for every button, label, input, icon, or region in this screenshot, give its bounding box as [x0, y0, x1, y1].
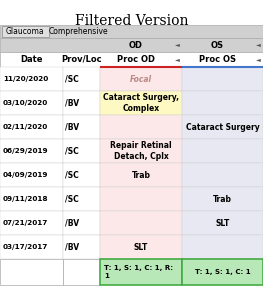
Bar	[0, 139, 63, 163]
Bar	[182, 259, 263, 285]
Bar	[182, 91, 263, 115]
Bar	[100, 163, 182, 187]
Text: OS: OS	[211, 40, 224, 50]
Text: ◄: ◄	[175, 43, 179, 47]
Bar	[100, 259, 182, 285]
Bar	[182, 187, 263, 211]
Text: /SC: /SC	[65, 146, 79, 155]
Bar	[100, 67, 182, 91]
Bar	[0, 25, 263, 38]
Bar	[63, 235, 100, 259]
Text: ◄: ◄	[175, 57, 179, 62]
Bar	[63, 259, 100, 285]
Bar	[0, 235, 63, 259]
Text: Glaucoma: Glaucoma	[6, 27, 44, 36]
Bar	[182, 115, 263, 139]
Text: /BV: /BV	[65, 242, 79, 251]
Bar	[0, 38, 263, 52]
Bar	[63, 115, 100, 139]
Text: /SC: /SC	[65, 194, 79, 203]
Bar	[63, 163, 100, 187]
Bar	[0, 187, 63, 211]
Bar	[182, 67, 263, 91]
Text: Focal: Focal	[130, 74, 152, 83]
Text: SLT: SLT	[134, 242, 148, 251]
Bar	[0, 91, 63, 115]
Bar	[100, 187, 182, 211]
Text: Filtered Version: Filtered Version	[75, 14, 188, 28]
Bar	[100, 139, 182, 163]
Text: Cataract Surgery: Cataract Surgery	[186, 122, 259, 131]
Text: Proc OD: Proc OD	[117, 55, 155, 64]
Text: 07/21/2017: 07/21/2017	[3, 220, 48, 226]
Text: Cataract Surgery,
Complex: Cataract Surgery, Complex	[103, 93, 179, 113]
Text: Repair Retinal
Detach, Cplx: Repair Retinal Detach, Cplx	[110, 141, 172, 161]
Bar	[63, 139, 100, 163]
Bar	[0, 211, 63, 235]
Text: T: 1, S: 1, C: 1, R:
1: T: 1, S: 1, C: 1, R: 1	[104, 265, 173, 279]
Bar	[2, 26, 49, 37]
Text: 09/11/2018: 09/11/2018	[3, 196, 48, 202]
Text: ◄: ◄	[256, 57, 260, 62]
Text: 11/20/2020: 11/20/2020	[3, 76, 48, 82]
Text: /BV: /BV	[65, 218, 79, 227]
Text: /BV: /BV	[65, 122, 79, 131]
Text: Proc OS: Proc OS	[199, 55, 236, 64]
Bar	[0, 115, 63, 139]
Text: /BV: /BV	[65, 98, 79, 107]
Text: Comprehensive: Comprehensive	[48, 27, 108, 36]
Bar	[182, 211, 263, 235]
Bar	[0, 52, 263, 67]
Bar	[100, 235, 182, 259]
Text: /SC: /SC	[65, 170, 79, 179]
Bar	[100, 91, 182, 115]
Bar	[0, 163, 63, 187]
Text: Date: Date	[20, 55, 43, 64]
Text: OD: OD	[129, 40, 143, 50]
Bar	[182, 235, 263, 259]
Text: Prov/Loc: Prov/Loc	[61, 55, 102, 64]
Text: ◄: ◄	[256, 43, 260, 47]
Text: 03/17/2017: 03/17/2017	[3, 244, 48, 250]
Text: 02/11/2020: 02/11/2020	[3, 124, 48, 130]
Text: SLT: SLT	[215, 218, 230, 227]
Bar	[182, 163, 263, 187]
Bar	[182, 139, 263, 163]
Text: /SC: /SC	[65, 74, 79, 83]
Bar	[0, 67, 63, 91]
Bar	[63, 187, 100, 211]
Text: 06/29/2019: 06/29/2019	[3, 148, 49, 154]
Bar	[0, 259, 63, 285]
Text: Trab: Trab	[132, 170, 150, 179]
Bar	[100, 115, 182, 139]
Bar	[100, 211, 182, 235]
Bar	[63, 67, 100, 91]
Text: 04/09/2019: 04/09/2019	[3, 172, 48, 178]
Bar	[63, 211, 100, 235]
Text: T: 1, S: 1, C: 1: T: 1, S: 1, C: 1	[195, 269, 250, 275]
Text: Trab: Trab	[213, 194, 232, 203]
Bar	[63, 91, 100, 115]
Text: 03/10/2020: 03/10/2020	[3, 100, 48, 106]
